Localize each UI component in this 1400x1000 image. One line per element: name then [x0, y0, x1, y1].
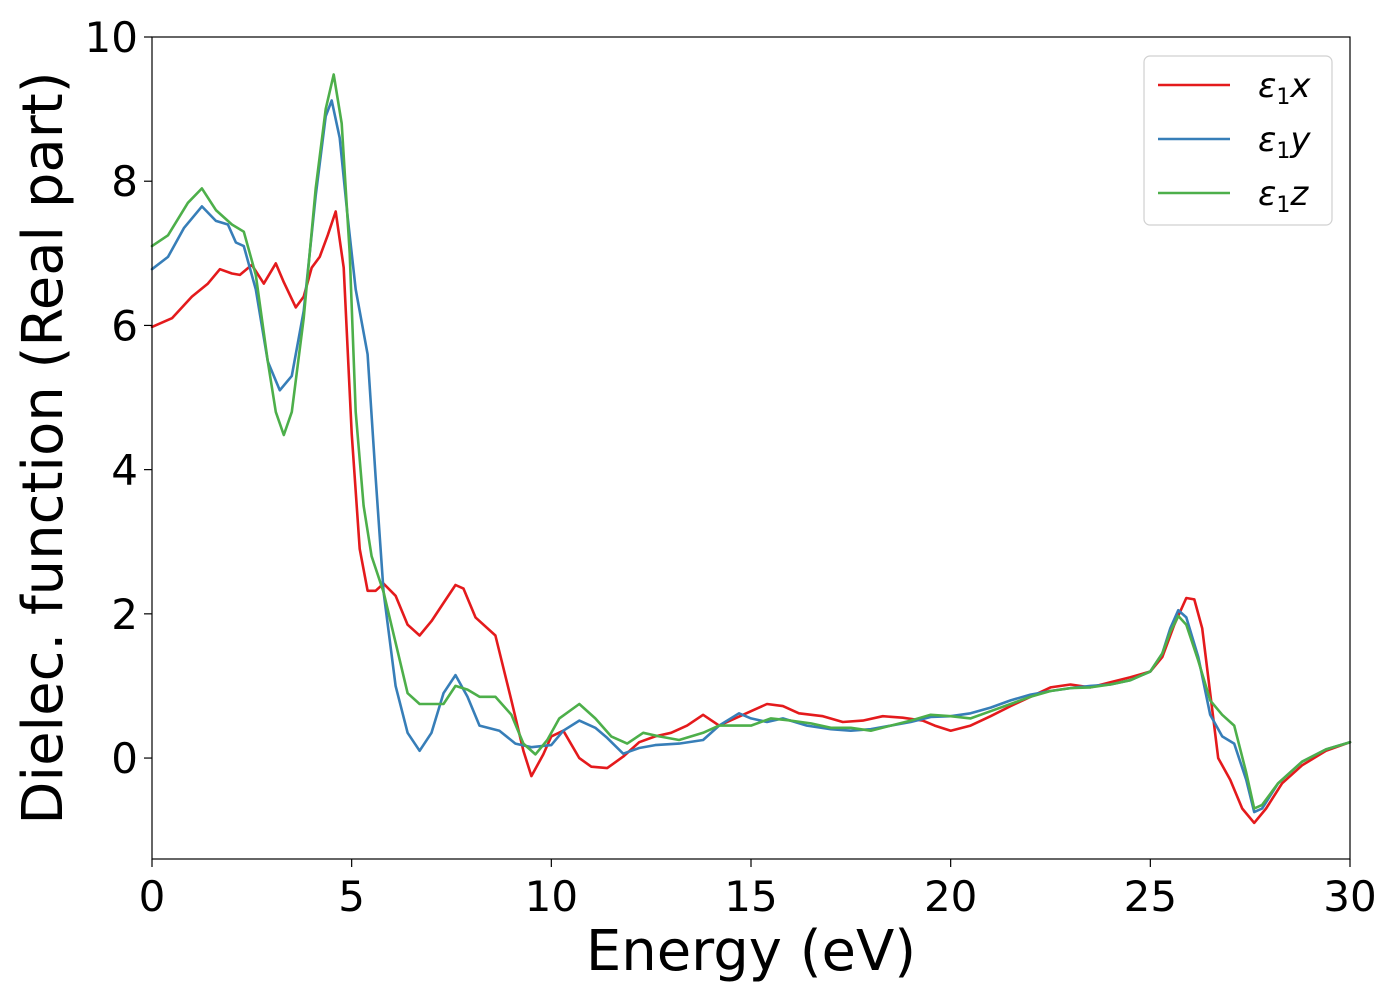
y-tick-label: 10 [85, 13, 138, 62]
legend: ε1x ε1y ε1z [1143, 55, 1333, 226]
y-tick-label: 6 [111, 301, 138, 350]
x-tick-label: 20 [924, 872, 977, 921]
x-tick-label: 5 [338, 872, 365, 921]
series-layer [150, 73, 1352, 825]
y-tick-label: 8 [111, 157, 138, 206]
x-tick-label: 15 [724, 872, 777, 921]
legend-label-x: ε1x [1258, 66, 1311, 110]
series-line-x [150, 210, 1352, 825]
y-tick-label: 2 [111, 590, 138, 639]
x-axis-ticks: 0 5 10 15 20 25 30 [139, 859, 1377, 921]
legend-label-z: ε1z [1258, 174, 1309, 218]
legend-label-y: ε1y [1258, 120, 1311, 164]
x-axis-title: Energy (eV) [586, 919, 916, 984]
legend-box [1143, 55, 1333, 226]
series-line-z [150, 73, 1352, 810]
y-axis-title: Dielec. function (Real part) [11, 71, 76, 824]
x-tick-label: 30 [1323, 872, 1376, 921]
x-tick-label: 25 [1124, 872, 1177, 921]
x-tick-label: 0 [139, 872, 166, 921]
y-tick-label: 4 [111, 446, 138, 495]
y-axis-ticks: 0 2 4 6 8 10 [85, 13, 152, 783]
x-tick-label: 10 [525, 872, 578, 921]
y-tick-label: 0 [111, 734, 138, 783]
